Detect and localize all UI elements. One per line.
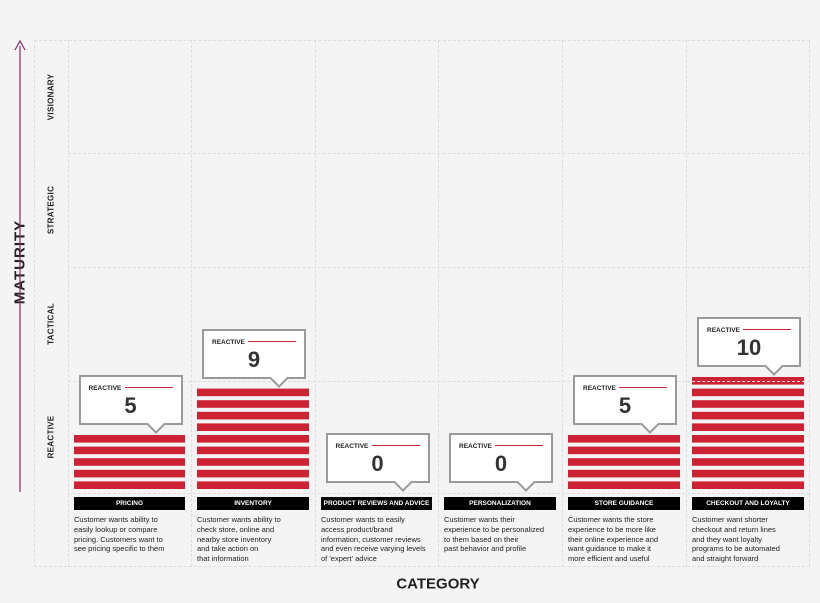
grid-frame [34, 40, 810, 567]
category-description: Customer wants ability to check store, on… [197, 515, 315, 564]
description-line: see pricing specific to them [74, 544, 165, 554]
callout-level-label: REACTIVE [459, 443, 492, 450]
callout-rule [124, 387, 173, 388]
callout-level-label: REACTIVE [583, 385, 616, 392]
description-line: experience to be personalized [444, 524, 545, 534]
description-line: easily lookup or compare [74, 524, 158, 534]
category-description: Customer wants to easily access product/b… [321, 515, 438, 564]
description-line: Customer wants their [444, 515, 515, 524]
callout-level-label: REACTIVE [335, 443, 369, 450]
category-description: Customer wants ability to easily lookup o… [74, 515, 191, 554]
callout-level-label: REACTIVE [88, 385, 122, 392]
category-label: PRICING [74, 497, 185, 510]
callout-value: 9 [247, 346, 261, 372]
grid-hline [68, 493, 810, 494]
category-label: PRODUCT REVIEWS AND ADVICE [321, 497, 432, 510]
category-label: INVENTORY [197, 497, 309, 510]
callout-rule [743, 329, 791, 330]
description-line: Customer want shorter [692, 515, 768, 524]
category-label: PERSONALIZATION [444, 497, 556, 510]
callout-rule [248, 340, 296, 342]
description-line: Customer wants ability to [197, 515, 281, 524]
description-line: nearby store inventory [197, 534, 272, 544]
grid-vline [562, 40, 563, 567]
description-line: and take action on [197, 544, 259, 554]
category-description: Customer wants the store experience to be… [568, 515, 686, 564]
value-callout: REACTIVE 0 [325, 433, 430, 492]
description-line: programs to be automated [692, 544, 780, 554]
description-line: pricing. Customers want to [74, 534, 163, 544]
row-label-strategic: STRATEGIC [46, 185, 56, 235]
description-line: checkout and return lines [692, 524, 776, 534]
value-callout: REACTIVE 5 [78, 375, 183, 434]
x-axis-title: CATEGORY [396, 575, 480, 593]
grid-hline [68, 381, 810, 382]
description-line: and they want loyalty [692, 534, 763, 544]
description-line: want guidance to make it [568, 544, 651, 554]
grid-vline [686, 40, 687, 567]
description-line: Customer wants the store [568, 515, 654, 524]
grid-vline [68, 40, 69, 567]
description-line: their online experience and [568, 534, 659, 544]
row-label-tactical: TACTICAL [46, 303, 56, 345]
callout-value: 5 [124, 393, 137, 418]
description-line: of 'expert' advice [321, 554, 377, 564]
description-line: more efficient and useful [568, 554, 650, 564]
value-callout: REACTIVE 9 [202, 328, 306, 388]
description-line: Customer wants to easily [321, 515, 405, 524]
row-label-visionary: VISIONARY [46, 73, 56, 120]
description-line: past behavior and profile [444, 544, 527, 554]
description-line: access product/brand [321, 524, 393, 534]
description-line: check store, online and [197, 524, 275, 534]
callout-level-label: REACTIVE [707, 327, 740, 334]
category-label: CHECKOUT AND LOYALTY [692, 497, 804, 510]
category-description: Customer want shorter checkout and return… [692, 515, 810, 564]
description-line: that information [197, 554, 249, 564]
grid-hline [68, 267, 810, 268]
grid-hline [68, 153, 810, 154]
row-label-reactive: REACTIVE [46, 415, 56, 459]
y-axis-title: MATURITY [11, 214, 29, 310]
maturity-arrow-head [14, 39, 26, 51]
description-line: information, customer reviews [321, 534, 421, 544]
callout-level-label: REACTIVE [212, 338, 245, 346]
callout-rule [371, 445, 420, 446]
grid-vline [191, 40, 192, 567]
description-line: experience to be more like [568, 524, 656, 534]
category-label: STORE GUIDANCE [568, 497, 680, 510]
category-description: Customer wants their experience to be per… [444, 515, 562, 554]
value-callout: REACTIVE 0 [449, 433, 553, 492]
grid-vline [438, 40, 439, 567]
description-line: to them based on their [444, 534, 519, 544]
grid-vline [315, 40, 316, 567]
description-line: Customer wants ability to [74, 515, 158, 524]
callout-rule [495, 445, 543, 446]
callout-value: 5 [618, 393, 632, 418]
callout-value: 0 [371, 451, 384, 476]
description-line: and even receive varying levels [321, 544, 426, 554]
callout-value: 0 [494, 451, 508, 476]
description-line: and straight forward [692, 554, 759, 564]
callout-value: 10 [736, 335, 762, 360]
value-callout: REACTIVE 5 [573, 375, 677, 434]
value-callout: REACTIVE 10 [697, 317, 801, 376]
callout-rule [619, 387, 667, 388]
